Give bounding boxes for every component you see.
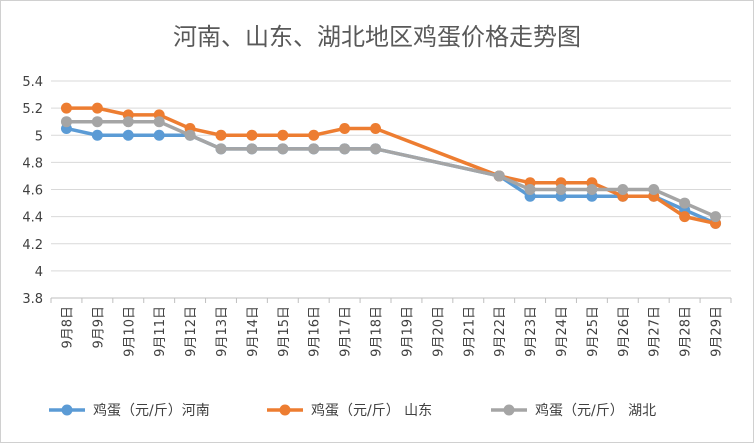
y-tick-label: 3.8: [22, 292, 43, 307]
x-tick-label: 9月16日: [308, 306, 323, 357]
data-point: [524, 184, 536, 195]
x-tick-label: 9月28日: [679, 306, 694, 357]
data-point: [246, 129, 258, 141]
x-tick-label: 9月20日: [431, 306, 446, 357]
legend: 鸡蛋（元/斤）河南 鸡蛋（元/斤） 山东 鸡蛋（元/斤） 湖北: [49, 402, 656, 419]
x-tick-label: 9月11日: [153, 306, 168, 357]
x-tick-label: 9月19日: [400, 306, 415, 357]
x-tick-label: 9月23日: [524, 306, 539, 357]
x-tick-label: 9月22日: [493, 306, 508, 357]
data-point: [153, 129, 165, 141]
data-point: [215, 129, 227, 141]
x-tick-label: 9月14日: [246, 306, 261, 357]
legend-label: 鸡蛋（元/斤）河南: [93, 402, 210, 419]
x-tick-label: 9月8日: [60, 306, 75, 349]
x-tick-label: 9月12日: [184, 306, 199, 357]
y-tick-label: 4.2: [22, 238, 43, 253]
data-point: [370, 122, 382, 134]
data-point: [339, 143, 351, 155]
data-point: [339, 122, 351, 134]
y-tick-label: 4.8: [22, 156, 43, 171]
legend-label: 鸡蛋（元/斤） 湖北: [535, 402, 656, 419]
data-point: [91, 129, 103, 141]
data-point: [91, 102, 103, 114]
data-point: [122, 116, 134, 128]
y-tick-label: 4.4: [22, 211, 43, 226]
legend-swatch-marker: [61, 404, 73, 416]
series-2: [60, 116, 722, 223]
data-point: [586, 184, 598, 195]
data-point: [648, 184, 660, 195]
x-tick-label: 9月13日: [215, 306, 230, 357]
data-point: [679, 197, 691, 209]
y-tick-label: 4.6: [22, 184, 43, 199]
x-tick-label: 9月26日: [617, 306, 632, 357]
x-axis: 9月8日 9月9日 9月10日 9月11日 9月12日 9月13日 9月14日 9月15日 9月…: [50, 298, 732, 357]
series-0: [60, 122, 722, 229]
data-point: [184, 129, 196, 141]
data-point: [308, 143, 320, 155]
chart-title: 河南、山东、湖北地区鸡蛋价格走势图: [173, 23, 581, 51]
data-point: [710, 211, 722, 223]
data-point: [122, 129, 134, 141]
data-point: [370, 143, 382, 155]
x-tick-label: 9月10日: [122, 306, 137, 357]
legend-swatch-marker: [503, 404, 515, 416]
y-tick-label: 4: [35, 265, 43, 280]
data-point: [493, 170, 505, 182]
y-axis: 3.8 4 4.2 4.4 4.6 4.8 5 5.2 5.4: [22, 75, 43, 307]
data-point: [679, 211, 691, 223]
y-tick-label: 5.4: [22, 75, 43, 90]
x-tick-label: 9月17日: [339, 306, 354, 357]
data-point: [91, 116, 103, 128]
data-point: [308, 129, 320, 141]
x-tick-label: 9月21日: [462, 306, 477, 357]
data-point: [60, 102, 72, 114]
series-lines: [60, 102, 722, 229]
legend-label: 鸡蛋（元/斤） 山东: [311, 402, 432, 419]
x-tick-label: 9月9日: [91, 306, 106, 349]
x-tick-label: 9月29日: [710, 306, 725, 357]
series-line: [66, 126, 717, 226]
x-tick-label: 9月27日: [648, 306, 663, 357]
y-tick-label: 5: [35, 129, 43, 144]
data-point: [153, 116, 165, 128]
data-point: [277, 129, 289, 141]
x-tick-label: 9月15日: [277, 306, 292, 357]
data-point: [246, 143, 258, 155]
legend-swatch-marker: [279, 404, 291, 416]
data-point: [277, 143, 289, 155]
x-tick-label: 9月24日: [555, 306, 570, 357]
y-tick-label: 5.2: [22, 102, 43, 117]
data-point: [617, 184, 629, 195]
x-tick-label: 9月25日: [586, 306, 601, 357]
data-point: [215, 143, 227, 155]
x-tick-label: 9月18日: [370, 306, 385, 357]
data-point: [555, 184, 567, 195]
data-point: [60, 116, 72, 128]
